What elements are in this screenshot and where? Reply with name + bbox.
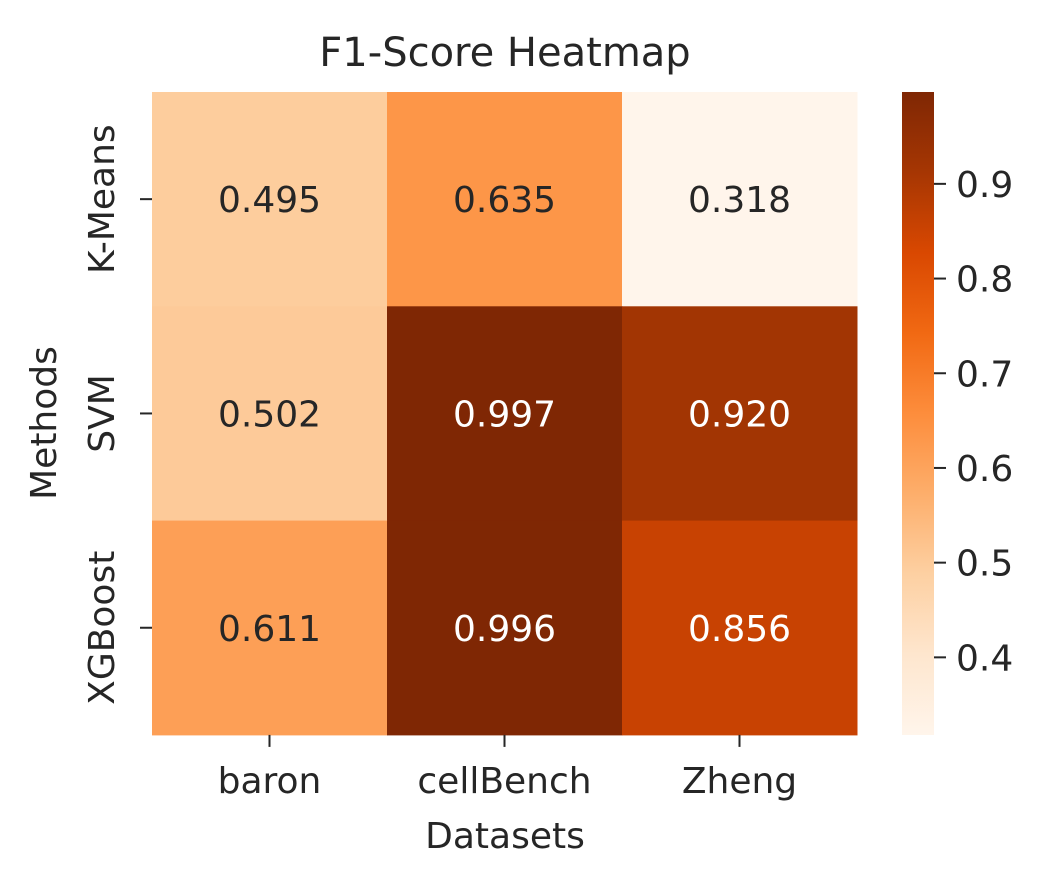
- row-labels: K-Means SVM XGBoost: [82, 124, 152, 705]
- column-label: cellBench: [417, 761, 591, 802]
- cell-value-label: 0.997: [453, 394, 556, 435]
- row-label: SVM: [82, 374, 123, 453]
- y-axis-label: Methods: [24, 346, 65, 500]
- cell-value-label: 0.635: [453, 180, 556, 221]
- colorbar-tick-label: 0.6: [956, 449, 1013, 490]
- row-label: K-Means: [82, 124, 123, 274]
- colorbar-tick-label: 0.8: [956, 260, 1013, 301]
- colorbar-tick-label: 0.4: [956, 638, 1013, 679]
- cell-value-label: 0.996: [453, 609, 556, 650]
- heatmap-cell: [387, 520, 623, 736]
- colorbar-tick-label: 0.7: [956, 354, 1013, 395]
- cell-value-label: 0.495: [218, 180, 321, 221]
- chart-title: F1-Score Heatmap: [319, 30, 690, 76]
- column-labels: baron cellBench Zheng: [218, 734, 797, 802]
- column-label: baron: [218, 761, 322, 802]
- row-label: XGBoost: [82, 551, 123, 705]
- column-label: Zheng: [682, 761, 797, 802]
- heatmap-cell: [622, 306, 858, 522]
- heatmap-cells: 0.495 0.635 0.318 0.502 0.997 0.920 0.611 0.996…: [152, 92, 858, 736]
- cell-value-label: 0.611: [218, 609, 321, 650]
- heatmap-cell: [387, 306, 623, 522]
- colorbar: [902, 92, 934, 735]
- heatmap-cell: [152, 92, 388, 307]
- heatmap-cell: [387, 92, 623, 307]
- cell-value-label: 0.920: [688, 394, 791, 435]
- colorbar-ticks: 0.4 0.5 0.6 0.7 0.8 0.9: [934, 165, 1013, 679]
- heatmap-cell: [622, 520, 858, 736]
- heatmap-cell: [622, 92, 858, 307]
- cell-value-label: 0.856: [688, 609, 791, 650]
- cell-value-label: 0.502: [218, 394, 321, 435]
- x-axis-label: Datasets: [425, 816, 585, 857]
- colorbar-tick-label: 0.5: [956, 544, 1013, 585]
- heatmap-cell: [152, 520, 388, 736]
- colorbar-tick-label: 0.9: [956, 165, 1013, 206]
- heatmap-cell: [152, 306, 388, 522]
- cell-value-label: 0.318: [688, 180, 791, 221]
